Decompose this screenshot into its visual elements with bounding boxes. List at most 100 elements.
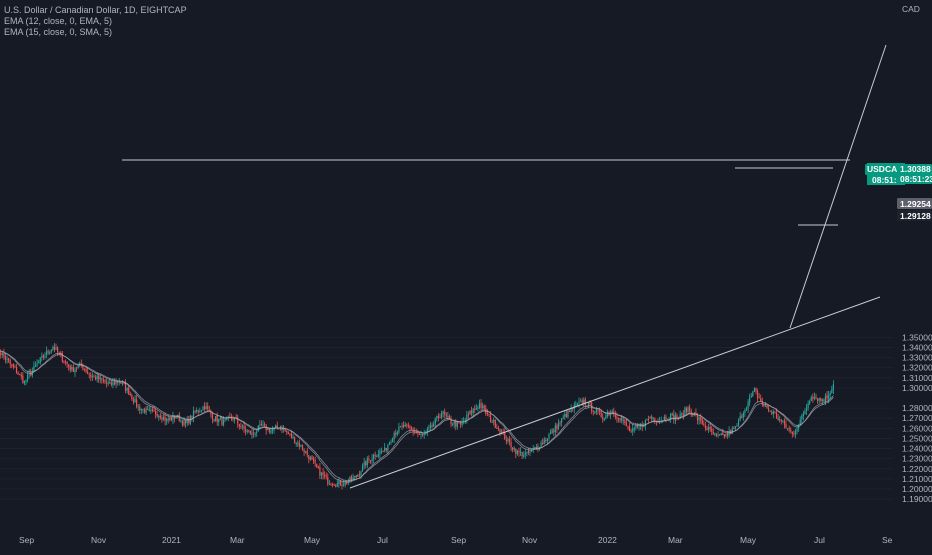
candle-body	[771, 411, 773, 414]
candle-body	[101, 378, 103, 380]
candle-body	[14, 366, 16, 368]
candle-body	[20, 374, 22, 377]
candle-body	[796, 428, 798, 432]
candle-body	[809, 401, 811, 404]
candle-body	[442, 411, 444, 414]
candle-body	[826, 395, 828, 399]
candle-body	[99, 377, 101, 379]
candle-body	[832, 383, 834, 390]
candle-body	[486, 413, 488, 415]
candle-body	[312, 458, 315, 461]
candle-body	[287, 431, 289, 434]
candle-body	[352, 477, 354, 480]
candle-body	[821, 399, 823, 402]
candle-body	[638, 426, 640, 428]
candle-body	[344, 481, 346, 486]
candle-body	[453, 421, 455, 425]
candle-body	[666, 418, 669, 420]
candle-body	[779, 419, 781, 421]
candle-body	[271, 429, 274, 431]
candle-body	[221, 418, 223, 425]
candle-body	[619, 417, 621, 421]
time-tick-label: Nov	[91, 535, 107, 545]
candle-body	[143, 409, 146, 413]
candle-body	[317, 466, 319, 468]
candle-body	[801, 415, 803, 420]
candle-body	[782, 420, 784, 422]
candle-body	[202, 406, 204, 410]
candle-body	[134, 398, 136, 403]
price-tick-label: 1.20000	[902, 484, 932, 494]
candle-body	[243, 425, 245, 429]
candle-body	[137, 406, 139, 408]
candle-body	[455, 420, 457, 427]
candle-body	[738, 419, 740, 425]
candle-body	[437, 415, 439, 418]
last-price-badge	[897, 164, 932, 184]
candle-body	[720, 433, 722, 435]
candle-body	[336, 483, 338, 487]
candle-body	[289, 433, 291, 435]
candle-body	[300, 445, 302, 447]
candle-body	[316, 463, 318, 468]
candle-body	[22, 375, 24, 383]
candle-body	[401, 425, 403, 427]
candle-body	[698, 417, 700, 421]
candle-body	[649, 416, 651, 419]
candle-body	[379, 451, 381, 455]
candle-body	[734, 426, 737, 429]
candle-body	[709, 426, 711, 429]
candle-body	[546, 438, 549, 441]
candle-body	[553, 430, 555, 432]
price-axis[interactable]: CAD1.350001.340001.330001.320001.310001.…	[902, 4, 932, 504]
candle-body	[829, 392, 831, 395]
candle-body	[467, 414, 470, 416]
price-label-b-bg	[897, 210, 932, 221]
symbol-title[interactable]: U.S. Dollar / Canadian Dollar, 1D, EIGHT…	[4, 5, 187, 15]
indicator-ema-15[interactable]: EMA (15, close, 0, SMA, 5)	[4, 27, 113, 37]
candle-body	[238, 424, 240, 427]
indicator-ema-12[interactable]: EMA (12, close, 0, EMA, 5)	[4, 16, 113, 26]
candle-body	[628, 426, 631, 432]
candle-body	[324, 474, 326, 477]
candle-body	[464, 419, 466, 421]
time-axis[interactable]: Sep Nov 2021 Mar May Jul Sep Nov 2022 Mar May Jul Se	[19, 535, 893, 545]
candle-body	[395, 433, 397, 435]
candle-body	[769, 410, 771, 412]
candle-body	[726, 433, 729, 436]
candle-body	[303, 449, 305, 453]
candle-body	[450, 419, 452, 425]
candle-body	[115, 381, 117, 385]
candle-body	[267, 428, 269, 431]
candle-body	[565, 414, 567, 418]
candle-body	[387, 445, 389, 451]
candle-body	[804, 411, 806, 415]
candle-body	[540, 442, 542, 448]
candle-body	[519, 451, 522, 453]
candle-body	[744, 410, 746, 413]
candle-body	[630, 431, 632, 433]
candle-body	[161, 417, 163, 420]
candle-body	[635, 426, 637, 428]
candle-body	[706, 427, 708, 430]
candle-body	[657, 422, 659, 424]
candle-body	[252, 432, 255, 434]
candle-body	[491, 421, 493, 423]
candle-body	[93, 376, 95, 378]
candle-body	[499, 429, 501, 434]
candle-body	[805, 407, 808, 411]
candle-body	[518, 451, 520, 453]
price-tick-label: 1.35000	[902, 332, 932, 342]
candle-body	[170, 416, 172, 420]
candle-body	[610, 413, 612, 415]
candle-body	[306, 451, 308, 456]
candle-body	[294, 437, 296, 444]
price-tick-label: 1.27000	[902, 413, 932, 423]
candle-body	[175, 417, 177, 419]
candle-body	[752, 391, 754, 397]
candle-body	[368, 458, 370, 460]
candle-body	[515, 448, 517, 454]
candle-body	[682, 413, 684, 417]
